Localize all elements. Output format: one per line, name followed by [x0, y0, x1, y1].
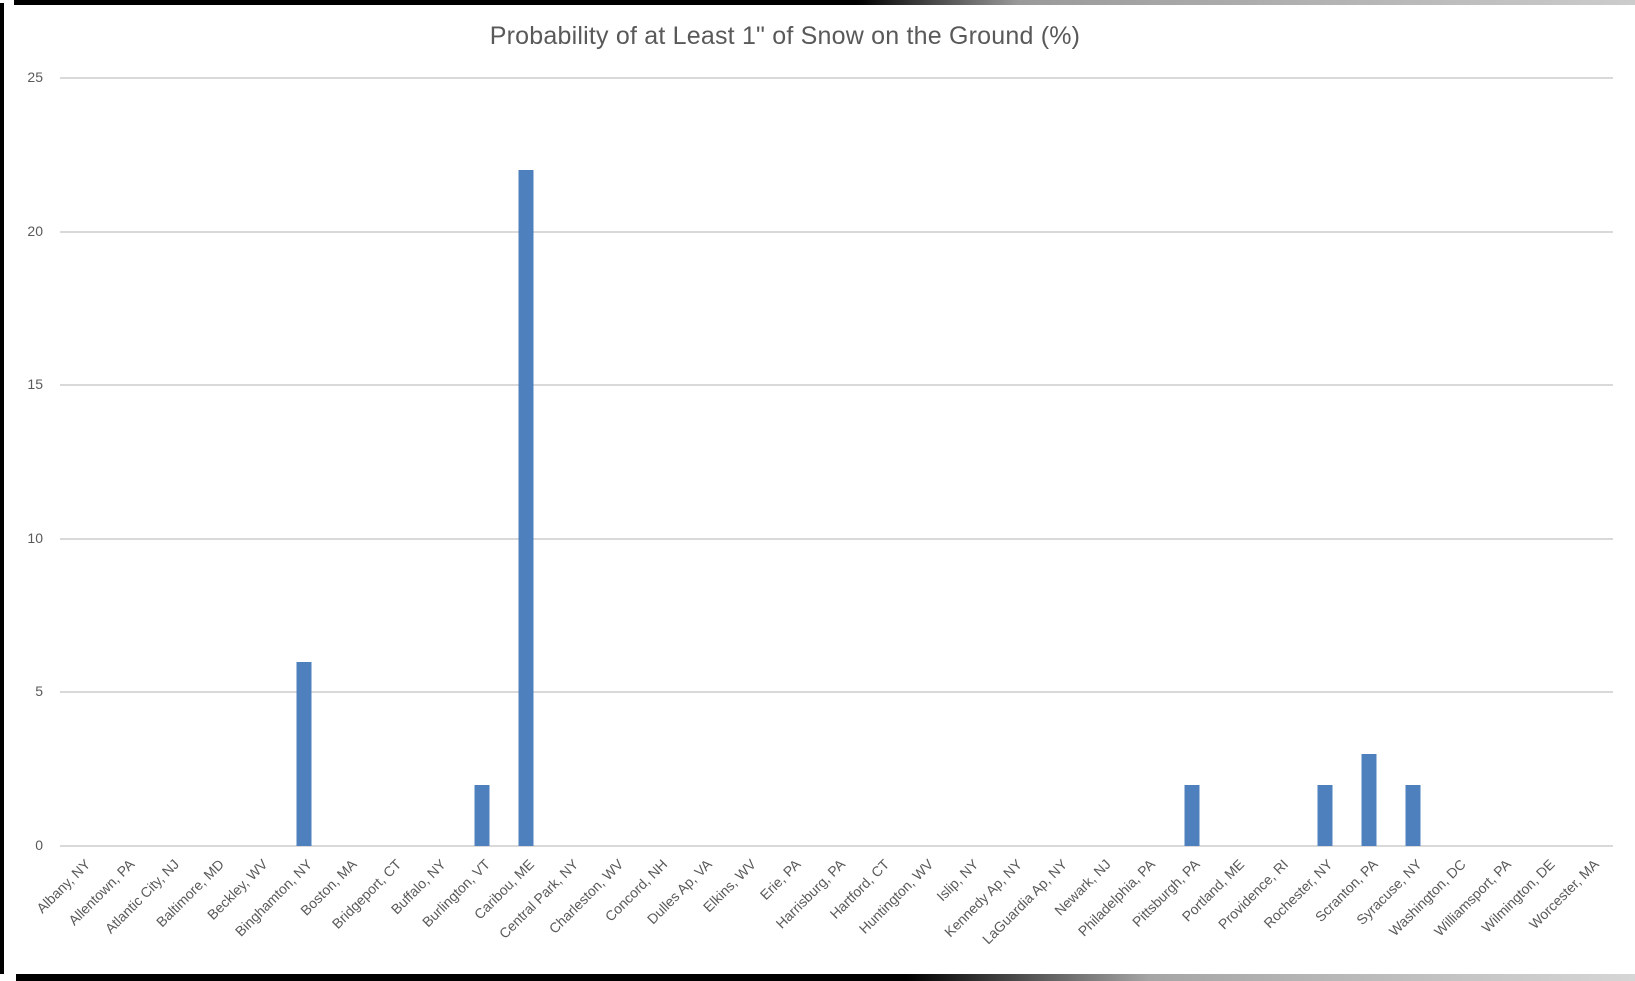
gridline-y-20 [60, 230, 1613, 233]
category-slot: Burlington, VT [419, 78, 503, 930]
category-slot: LaGuardia Ap, NY [979, 78, 1080, 947]
category-slot: Buffalo, NY [387, 78, 459, 917]
x-tick-label: Washington, DC [1386, 856, 1470, 940]
bar-rochester-ny [1317, 784, 1333, 846]
category-slot: Charleston, WV [545, 78, 637, 937]
category-slot: Syracuse, NY [1353, 78, 1435, 928]
gridline-y-15 [60, 384, 1613, 387]
x-tick-label: Kennedy Ap, NY [941, 856, 1026, 940]
category-slot: Huntington, WV [856, 78, 947, 937]
category-slot: Binghamton, NY [232, 78, 326, 939]
gridline-y-5 [60, 691, 1613, 694]
y-tick-label-5: 5 [35, 683, 43, 700]
category-slot: Erie, PA [757, 78, 814, 903]
category-slot: Newark, NJ [1052, 78, 1125, 918]
category-slot: Concord, NH [602, 78, 681, 925]
category-slot: Portland, ME [1179, 78, 1258, 925]
category-slot: Islip, NY [933, 78, 992, 904]
category-slot: Kennedy Ap, NY [941, 78, 1036, 940]
x-tick-label: Williamsport, PA [1430, 856, 1514, 940]
x-tick-label: Binghamton, NY [231, 856, 316, 940]
category-slot: Albany, NY [33, 78, 104, 916]
y-tick-label-20: 20 [27, 222, 43, 239]
category-slot: Allentown, PA [66, 78, 148, 928]
x-tick-label: Philadelphia, PA [1075, 856, 1159, 940]
bars-row: Albany, NY Allentown, PA Atlantic City, NJ… [33, 78, 1613, 947]
category-slot: Pittsburgh, PA [1129, 78, 1213, 930]
x-tick-label: Central Park, NY [496, 856, 582, 942]
category-slot: Wilmington, DE [1478, 78, 1568, 936]
bar-pittsburgh-pa [1184, 784, 1200, 846]
category-slot: Washington, DC [1386, 78, 1480, 939]
category-slot: Boston, MA [297, 78, 370, 918]
window-border-bottom [16, 974, 1635, 981]
category-slot: Caribou, ME [471, 78, 548, 922]
bar-syracuse-ny [1405, 784, 1421, 846]
category-slot: Harrisburg, PA [772, 78, 858, 932]
category-slot: Central Park, NY [496, 78, 592, 942]
chart-title: Probability of at Least 1" of Snow on th… [489, 22, 1081, 50]
window-border-left [0, 3, 4, 974]
category-slot: Providence, RI [1215, 78, 1302, 932]
category-slot: Beckley, WV [204, 78, 282, 923]
category-slot: Baltimore, MD [153, 78, 237, 930]
category-slot: Williamsport, PA [1430, 78, 1524, 939]
plot-area: 0 5 10 15 20 25 Albany, NY Allentown, PA Atlant… [27, 69, 1613, 947]
category-slot: Worcester, MA [1526, 78, 1613, 932]
gridline-y-10 [60, 537, 1613, 540]
bar-burlington-vt [474, 784, 490, 846]
y-tick-label-15: 15 [27, 376, 43, 393]
y-tick-label-25: 25 [27, 69, 43, 86]
gridline-y-0 [60, 845, 1613, 847]
y-tick-label-0: 0 [35, 837, 43, 854]
category-slot: Hartford, CT [826, 78, 903, 922]
window-border-top [14, 0, 1635, 5]
gridline-y-25 [60, 77, 1613, 79]
category-slot: Atlantic City, NJ [102, 78, 193, 936]
category-slot: Scranton, PA [1311, 78, 1391, 925]
bar-caribou-me [518, 170, 534, 846]
category-slot: Bridgeport, CT [328, 78, 415, 932]
category-slot: Philadelphia, PA [1075, 78, 1169, 939]
y-tick-label-10: 10 [27, 529, 43, 546]
bar-scranton-pa [1361, 753, 1377, 846]
bar-binghamton-ny [296, 661, 312, 846]
category-slot: Elkins, WV [700, 78, 770, 915]
category-slot: Dulles Ap, VA [644, 78, 725, 927]
category-slot: Rochester, NY [1261, 78, 1347, 931]
